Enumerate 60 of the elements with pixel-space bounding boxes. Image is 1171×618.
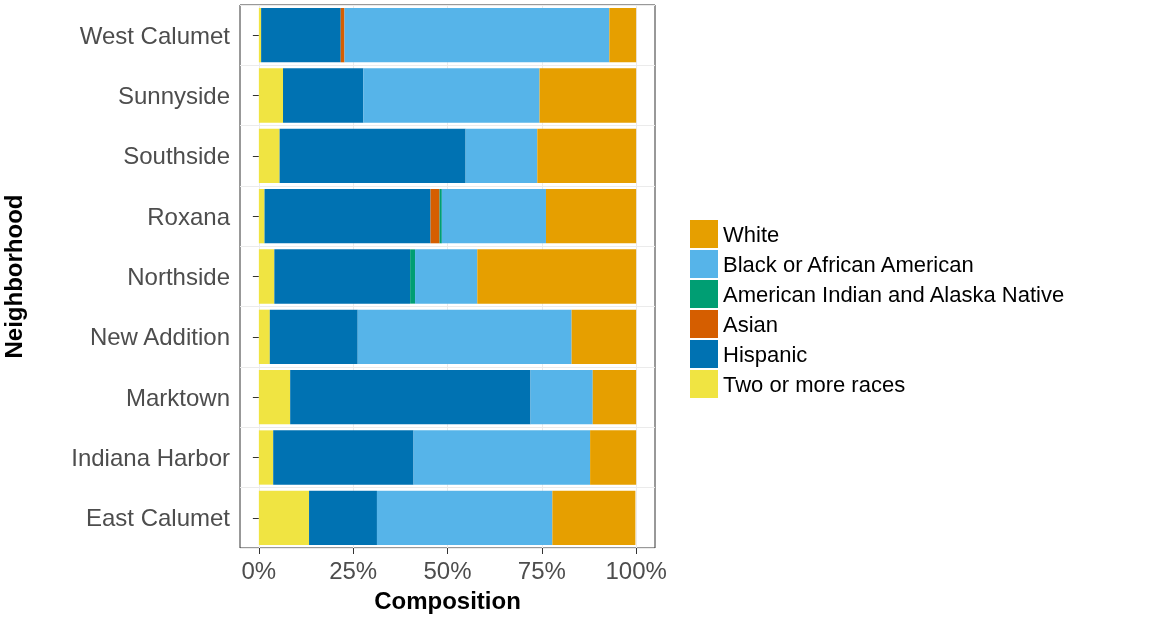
- bar: [274, 249, 411, 304]
- bar: [283, 68, 364, 123]
- bar: [258, 189, 265, 244]
- bar: [530, 370, 593, 425]
- bar: [344, 8, 610, 63]
- x-tick-label: 100%: [605, 556, 667, 584]
- x-tick-label: 25%: [329, 556, 378, 584]
- bar: [592, 370, 637, 425]
- x-tick-label: 0%: [241, 556, 277, 584]
- bar: [410, 249, 416, 304]
- legend-label: Asian: [723, 311, 779, 337]
- bar: [258, 249, 275, 304]
- y-tick-label: Northside: [127, 263, 230, 290]
- bar: [273, 430, 414, 485]
- bar: [552, 490, 636, 545]
- y-tick-label: New Addition: [89, 323, 230, 351]
- bar: [609, 8, 637, 63]
- y-tick-label: Southside: [123, 142, 230, 170]
- legend-label: Two or more races: [723, 371, 906, 397]
- bar: [363, 68, 540, 123]
- bar: [258, 370, 291, 425]
- legend-label: Black or African American: [723, 251, 974, 277]
- bar: [465, 128, 538, 183]
- bar: [590, 430, 637, 485]
- bar: [258, 490, 310, 545]
- bar: [264, 189, 431, 244]
- bar: [430, 189, 440, 244]
- bar: [413, 430, 591, 485]
- y-tick-label: East Calumet: [85, 504, 231, 532]
- bar: [309, 490, 377, 545]
- bar: [258, 68, 284, 123]
- y-axis-title: Neighborhood: [0, 194, 27, 359]
- bar: [571, 309, 637, 364]
- bar: [477, 249, 637, 304]
- y-tick-label: Sunnyside: [117, 82, 230, 109]
- bar: [441, 189, 546, 244]
- bar: [258, 128, 280, 183]
- x-axis-title: Composition: [374, 586, 521, 614]
- legend-label: American Indian and Alaska Native: [723, 281, 1065, 307]
- bar: [290, 370, 531, 425]
- bar: [545, 189, 637, 244]
- bar: [258, 309, 270, 364]
- y-tick-label: Indiana Harbor: [71, 444, 231, 471]
- bar: [357, 309, 572, 364]
- x-tick-label: 50%: [423, 556, 472, 584]
- bar: [537, 128, 637, 183]
- bar: [376, 490, 553, 545]
- x-tick-label: 75%: [517, 556, 566, 584]
- bar: [279, 128, 466, 183]
- legend-label: Hispanic: [723, 341, 808, 367]
- y-tick-label: West Calumet: [79, 21, 231, 49]
- bar: [415, 249, 478, 304]
- bar: [261, 8, 341, 63]
- bar: [269, 309, 358, 364]
- bar: [340, 8, 345, 63]
- legend-label: White: [723, 221, 780, 247]
- bar: [539, 68, 637, 123]
- y-tick-label: Marktown: [125, 383, 230, 411]
- y-tick-label: Roxana: [147, 202, 231, 230]
- bar: [258, 430, 274, 485]
